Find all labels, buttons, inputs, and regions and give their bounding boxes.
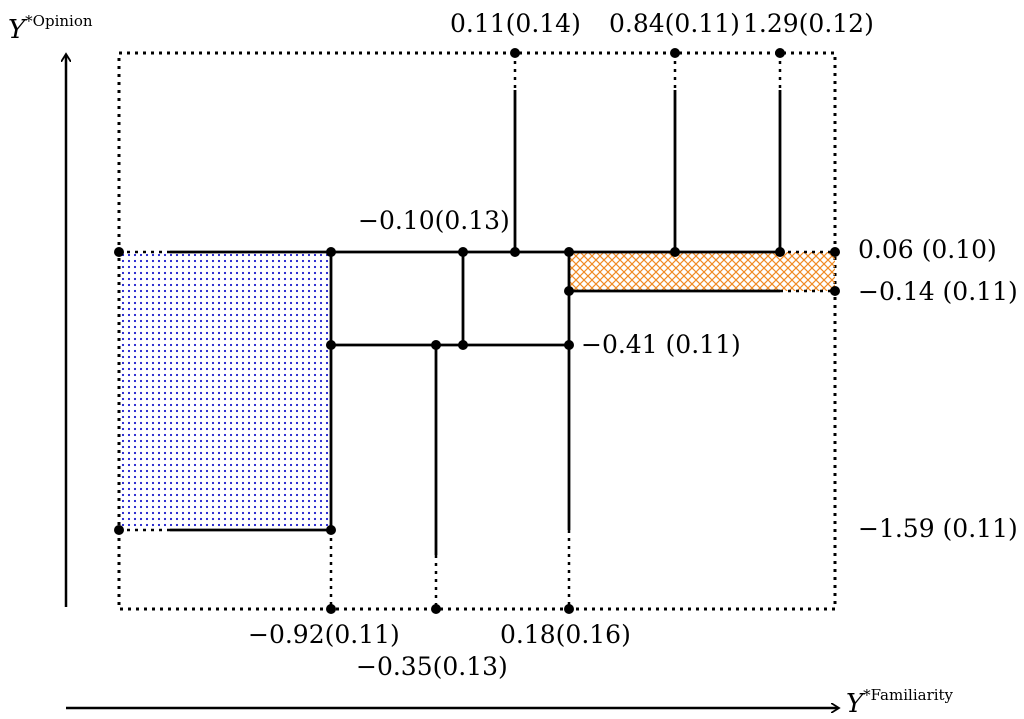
solid-edges (170, 90, 782, 555)
node (431, 340, 441, 350)
nodes (114, 48, 840, 614)
threshold-label-opinion-upper: 0.06 (0.10) (858, 235, 997, 264)
node (564, 340, 574, 350)
node (458, 340, 468, 350)
threshold-label-opinion-mid-right: −0.14 (0.11) (858, 277, 1018, 306)
node (564, 604, 574, 614)
node (326, 604, 336, 614)
threshold-label-familiarity-2: −0.35(0.13) (356, 652, 508, 681)
node (510, 247, 520, 257)
threshold-label-opinion-top-1: 0.11(0.14) (450, 9, 581, 38)
node (775, 247, 785, 257)
threshold-label-familiarity-1: −0.92(0.11) (248, 620, 400, 649)
threshold-label-opinion-top-2: 0.84(0.11) (609, 9, 740, 38)
y-axis-var: Y (8, 15, 26, 45)
node (326, 525, 336, 535)
threshold-label-familiarity-3: 0.18(0.16) (500, 620, 631, 649)
x-axis-var: Y (846, 689, 864, 719)
threshold-label-opinion-lower: −1.59 (0.11) (858, 514, 1018, 543)
node (564, 286, 574, 296)
y-axis-label: Y*Opinion (8, 12, 93, 45)
node (510, 48, 520, 58)
node (326, 247, 336, 257)
x-axis-label: Y*Familiarity (846, 686, 954, 719)
node (830, 286, 840, 296)
y-axis-sup: *Opinion (25, 12, 93, 30)
threshold-label-opinion-mid-center: −0.41 (0.11) (581, 330, 741, 359)
node (670, 48, 680, 58)
x-axis-sup: *Familiarity (863, 686, 954, 704)
dotted-region (119, 252, 331, 530)
node (670, 247, 680, 257)
node (114, 525, 124, 535)
node (775, 48, 785, 58)
node (458, 247, 468, 257)
node (830, 247, 840, 257)
node (326, 340, 336, 350)
threshold-label-opinion-inner: −0.10(0.13) (358, 206, 510, 235)
threshold-label-opinion-top-3: 1.29(0.12) (743, 9, 874, 38)
node (431, 604, 441, 614)
node (564, 247, 574, 257)
hatched-region (569, 252, 835, 291)
node (114, 247, 124, 257)
